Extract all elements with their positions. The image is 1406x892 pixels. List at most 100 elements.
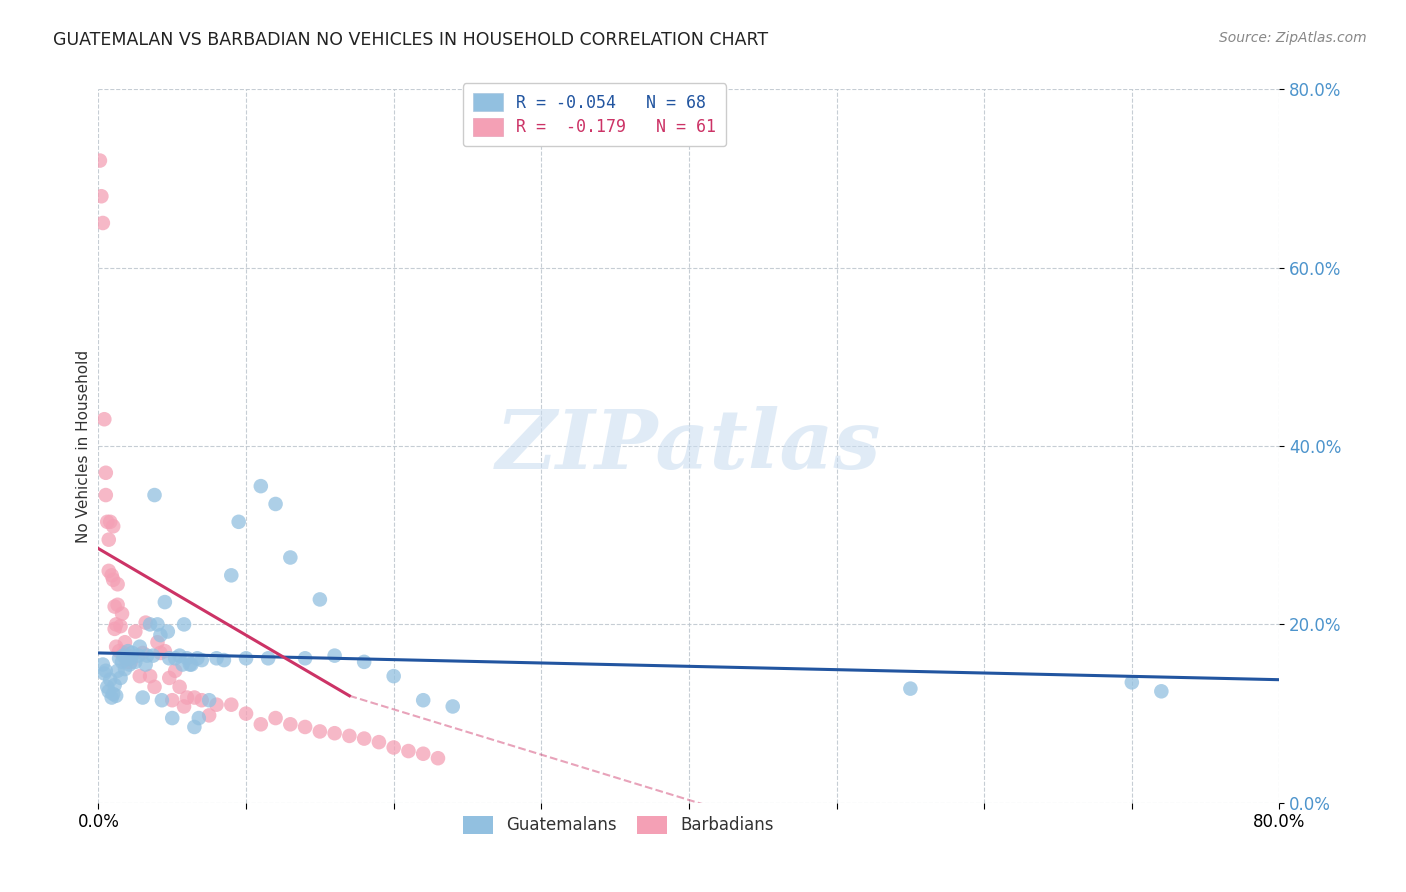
Point bbox=[235, 706, 257, 721]
Point bbox=[212, 653, 235, 667]
Point bbox=[127, 648, 149, 663]
Point bbox=[353, 731, 375, 746]
Point bbox=[128, 640, 150, 654]
Point bbox=[118, 657, 141, 672]
Point bbox=[427, 751, 450, 765]
Point bbox=[107, 598, 129, 612]
Text: GUATEMALAN VS BARBADIAN NO VEHICLES IN HOUSEHOLD CORRELATION CHART: GUATEMALAN VS BARBADIAN NO VEHICLES IN H… bbox=[53, 31, 769, 49]
Point bbox=[169, 648, 191, 663]
Point bbox=[165, 651, 187, 665]
Point bbox=[105, 617, 128, 632]
Point bbox=[107, 577, 129, 591]
Text: ZIPatlas: ZIPatlas bbox=[496, 406, 882, 486]
Point bbox=[124, 655, 146, 669]
Point bbox=[112, 648, 135, 663]
Point bbox=[146, 617, 169, 632]
Point bbox=[94, 488, 117, 502]
Point bbox=[191, 653, 214, 667]
Point bbox=[228, 515, 250, 529]
Point bbox=[128, 669, 150, 683]
Point bbox=[157, 651, 180, 665]
Point bbox=[121, 646, 143, 660]
Point bbox=[143, 488, 166, 502]
Point bbox=[105, 689, 128, 703]
Point bbox=[135, 615, 157, 630]
Point bbox=[110, 619, 132, 633]
Point bbox=[280, 550, 302, 565]
Point bbox=[100, 568, 122, 582]
Point bbox=[97, 564, 120, 578]
Point bbox=[112, 646, 135, 660]
Point bbox=[191, 693, 214, 707]
Point bbox=[139, 617, 162, 632]
Point bbox=[323, 648, 346, 663]
Point bbox=[398, 744, 420, 758]
Point bbox=[165, 664, 187, 678]
Point bbox=[98, 515, 121, 529]
Point bbox=[100, 690, 122, 705]
Text: Source: ZipAtlas.com: Source: ZipAtlas.com bbox=[1219, 31, 1367, 45]
Point bbox=[221, 698, 243, 712]
Point bbox=[117, 648, 139, 663]
Point bbox=[183, 720, 205, 734]
Point bbox=[441, 699, 464, 714]
Point bbox=[114, 662, 136, 676]
Point bbox=[235, 651, 257, 665]
Point bbox=[139, 669, 162, 683]
Point bbox=[368, 735, 391, 749]
Point bbox=[91, 216, 114, 230]
Point bbox=[143, 680, 166, 694]
Point bbox=[309, 724, 332, 739]
Point bbox=[221, 568, 243, 582]
Point bbox=[180, 657, 202, 672]
Point bbox=[205, 698, 228, 712]
Point bbox=[412, 747, 434, 761]
Point bbox=[153, 595, 176, 609]
Point bbox=[104, 599, 127, 614]
Point bbox=[294, 651, 316, 665]
Point bbox=[93, 412, 115, 426]
Point bbox=[1121, 675, 1143, 690]
Point bbox=[339, 729, 361, 743]
Point bbox=[173, 617, 195, 632]
Point bbox=[176, 651, 198, 665]
Point bbox=[132, 690, 155, 705]
Point bbox=[309, 592, 332, 607]
Point bbox=[103, 573, 125, 587]
Legend: Guatemalans, Barbadians: Guatemalans, Barbadians bbox=[456, 809, 780, 841]
Point bbox=[93, 666, 115, 681]
Point bbox=[107, 664, 129, 678]
Point bbox=[104, 622, 127, 636]
Point bbox=[264, 711, 287, 725]
Point bbox=[97, 533, 120, 547]
Point bbox=[353, 655, 375, 669]
Point bbox=[205, 651, 228, 665]
Point bbox=[108, 644, 131, 658]
Point bbox=[382, 740, 405, 755]
Point bbox=[169, 680, 191, 694]
Point bbox=[96, 680, 118, 694]
Point bbox=[111, 607, 134, 621]
Point bbox=[94, 664, 117, 678]
Point bbox=[115, 651, 138, 665]
Point bbox=[176, 690, 198, 705]
Point bbox=[323, 726, 346, 740]
Point bbox=[132, 646, 155, 660]
Point bbox=[1150, 684, 1173, 698]
Point bbox=[108, 651, 131, 665]
Point bbox=[89, 153, 111, 168]
Point bbox=[98, 673, 121, 687]
Point bbox=[198, 693, 221, 707]
Point bbox=[111, 655, 134, 669]
Point bbox=[104, 678, 127, 692]
Point bbox=[156, 624, 179, 639]
Point bbox=[94, 466, 117, 480]
Point bbox=[114, 635, 136, 649]
Point bbox=[264, 497, 287, 511]
Point bbox=[103, 687, 125, 701]
Point bbox=[97, 684, 120, 698]
Point bbox=[179, 657, 201, 672]
Point bbox=[157, 671, 180, 685]
Point bbox=[250, 717, 273, 731]
Point bbox=[382, 669, 405, 683]
